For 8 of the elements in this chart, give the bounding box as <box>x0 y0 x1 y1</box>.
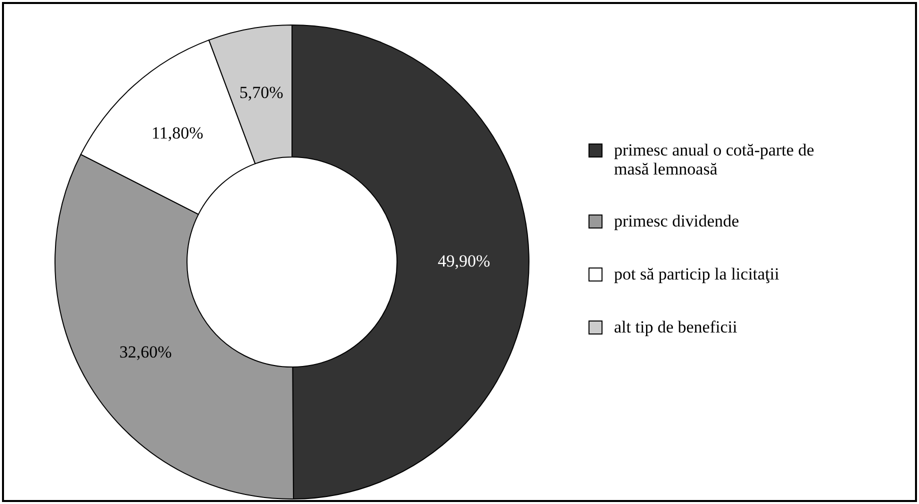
data-label: 49,90% <box>438 251 490 270</box>
data-label: 32,60% <box>119 342 172 362</box>
data-label: 11,80% <box>152 124 204 143</box>
legend-label: primesc dividende <box>614 212 740 230</box>
data-label: 5,70% <box>239 82 284 102</box>
legend-label: primesc anual o cotă-parte de masă lemnoasă <box>614 140 814 178</box>
legend-label: pot să particip la licitaţii <box>614 264 780 284</box>
legend-label: alt tip de beneficii <box>614 318 738 336</box>
